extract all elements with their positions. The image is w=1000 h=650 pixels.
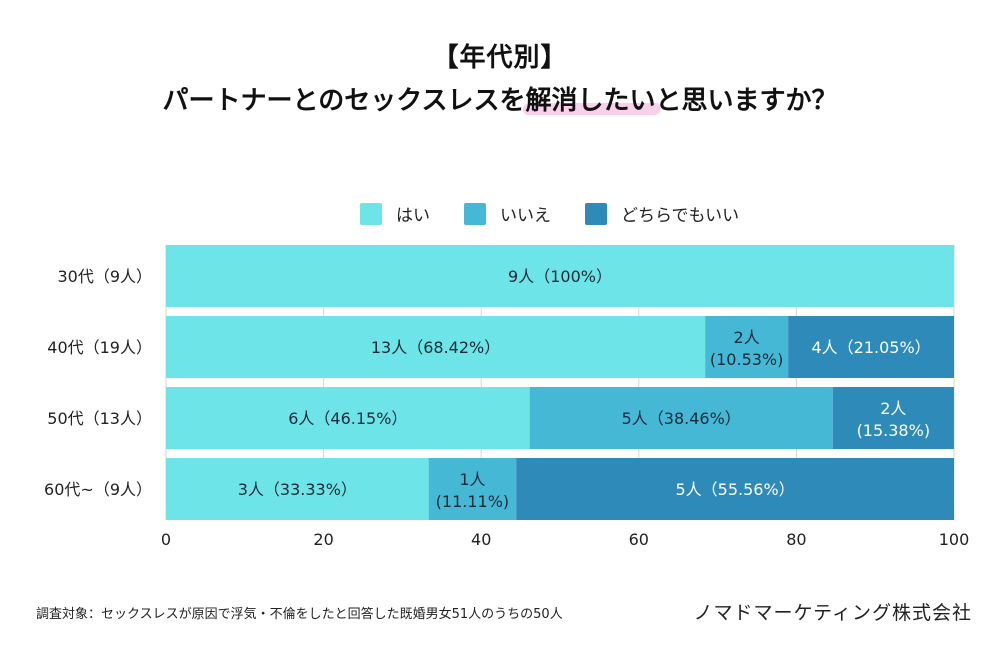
title-line-2: パートナーとのセックスレスを解消したいと思いますか？: [163, 80, 838, 122]
bar-segment: [516, 458, 954, 520]
category-label: 40代（19人）: [47, 338, 152, 357]
x-tick-label: 0: [161, 530, 171, 549]
legend-swatch-yes: [360, 202, 382, 225]
data-label: 6人（46.15%）: [288, 409, 407, 428]
data-label: 9人（100%）: [508, 267, 612, 286]
bar-segment: [166, 316, 706, 378]
x-tick-label: 60: [629, 530, 649, 549]
data-label: 13人（68.42%）: [371, 338, 500, 357]
data-label: 5人（55.56%）: [675, 480, 794, 499]
title-line-1: 【年代別】: [432, 43, 568, 73]
legend-item-no: いいえ: [464, 201, 551, 226]
company-name: ノマドマーケティング株式会社: [693, 602, 972, 624]
bar-segment: [428, 458, 517, 520]
data-label: 1人: [459, 470, 485, 489]
legend-label-either: どちらでもいい: [621, 206, 740, 226]
title-highlight: 解消したい: [525, 86, 656, 116]
x-tick-label: 40: [471, 530, 491, 549]
x-tick-label: 100: [939, 530, 970, 549]
x-tick-label: 80: [786, 530, 806, 549]
legend-swatch-no: [464, 202, 486, 225]
data-label: (10.53%): [710, 350, 784, 369]
data-label: 5人（38.46%）: [622, 409, 741, 428]
category-label: 60代~（9人）: [44, 480, 152, 499]
x-tick-label: 20: [313, 530, 333, 549]
chart-title: 【年代別】 パートナーとのセックスレスを解消したいと思いますか？: [0, 40, 1000, 122]
bar-segment: [166, 245, 954, 307]
bar-segment: [832, 387, 954, 449]
data-label: 4人（21.05%）: [811, 338, 930, 357]
bar-segment: [166, 387, 530, 449]
data-label: (11.11%): [436, 492, 510, 511]
bar-segment: [705, 316, 789, 378]
bar-segment: [788, 316, 954, 378]
footnote: 調査対象：セックスレスが原因で浮気・不倫をしたと回答した既婚男女51人のうちの5…: [36, 607, 563, 622]
bar-segment: [529, 387, 833, 449]
legend-label-no: いいえ: [500, 206, 551, 226]
category-label: 50代（13人）: [47, 409, 152, 428]
legend-item-either: どちらでもいい: [585, 201, 739, 226]
data-label: 2人: [734, 328, 760, 347]
legend-swatch-either: [585, 202, 607, 225]
legend: はい いいえ どちらでもいい: [360, 201, 773, 226]
title-text-pre: パートナーとのセックスレスを: [162, 86, 526, 116]
bar-segment: [166, 458, 429, 520]
title-text-post: と思いますか？: [655, 86, 838, 116]
data-label: (15.38%): [857, 421, 931, 440]
legend-label-yes: はい: [396, 206, 430, 226]
legend-item-yes: はい: [360, 201, 430, 226]
data-label: 2人: [880, 399, 906, 418]
category-label: 30代（9人）: [57, 267, 152, 286]
data-label: 3人（33.33%）: [238, 480, 357, 499]
